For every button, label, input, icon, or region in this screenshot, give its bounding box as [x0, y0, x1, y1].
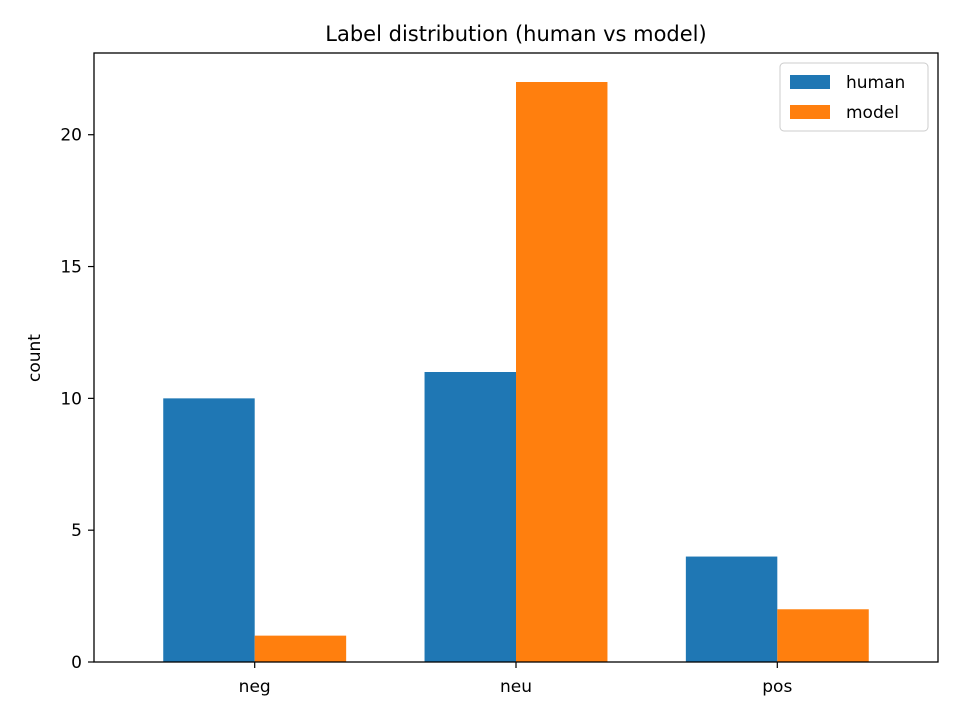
bar-human-neu: [424, 372, 516, 662]
legend-swatch-human: [790, 75, 830, 89]
legend-swatch-model: [790, 105, 830, 119]
x-tick-label-pos: pos: [762, 677, 792, 697]
legend-label-human: human: [846, 73, 905, 93]
y-tick-label: 10: [60, 389, 82, 409]
y-tick-label: 15: [60, 258, 82, 278]
bar-model-neu: [516, 82, 608, 662]
x-tick-label-neg: neg: [239, 677, 271, 697]
y-axis-label: count: [25, 334, 45, 382]
y-tick-label: 0: [71, 653, 82, 673]
bar-model-pos: [777, 609, 869, 662]
bar-human-neg: [163, 398, 255, 662]
legend: human model: [779, 62, 929, 132]
bars-group: [163, 82, 869, 662]
axes-group: 0 5 10 15 20 neg neu pos: [60, 52, 939, 697]
legend-label-model: model: [846, 103, 899, 123]
bar-model-neg: [254, 635, 347, 662]
bar-human-pos: [685, 556, 778, 662]
x-tick-label-neu: neu: [500, 677, 532, 697]
y-tick-label: 5: [71, 521, 82, 541]
chart-title: Label distribution (human vs model): [325, 22, 706, 46]
y-tick-label: 20: [60, 126, 82, 146]
